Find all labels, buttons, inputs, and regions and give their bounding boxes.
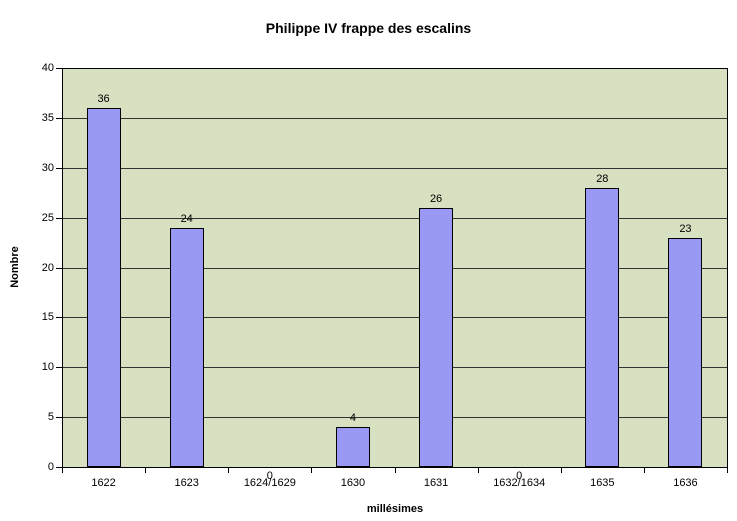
bar-1631 xyxy=(419,207,453,467)
bar-value-label: 0 xyxy=(266,470,273,482)
y-axis-tick-label: 40 xyxy=(41,62,54,74)
bar-value-label: 24 xyxy=(180,212,193,225)
bar-value-label: 4 xyxy=(349,412,356,425)
x-axis-tick xyxy=(727,468,728,473)
x-axis-tick xyxy=(228,468,229,473)
y-axis-tick xyxy=(56,367,62,369)
y-axis-tick xyxy=(56,68,62,69)
x-axis-category-label: 1622 xyxy=(91,477,116,489)
y-axis-tick xyxy=(56,317,62,319)
chart-title: Philippe IV frappe des escalins xyxy=(265,20,472,36)
x-axis-tick xyxy=(478,468,479,473)
y-axis-tick-label: 5 xyxy=(47,411,54,424)
y-axis-tick xyxy=(56,217,62,219)
x-axis-tick xyxy=(644,468,645,473)
bar-value-label: 36 xyxy=(97,92,110,105)
y-axis-tick-label: 25 xyxy=(41,211,54,224)
y-axis-title: Nombre xyxy=(9,246,21,288)
y-axis-tick xyxy=(56,117,62,119)
y-axis-tick xyxy=(56,167,62,169)
x-axis-category-label: 1631 xyxy=(423,477,449,489)
bar-value-label: 23 xyxy=(679,222,692,235)
x-axis-tick xyxy=(311,468,312,473)
gridline xyxy=(63,117,727,119)
x-axis-category-label: 1635 xyxy=(590,477,615,489)
x-axis-category-label: 1630 xyxy=(340,477,366,489)
y-axis-tick xyxy=(56,417,62,419)
y-axis-tick xyxy=(56,467,62,468)
x-axis-category-label: 1623 xyxy=(174,477,199,489)
bar-value-label: 28 xyxy=(596,172,609,185)
y-axis-tick xyxy=(56,267,62,269)
bar-1623 xyxy=(170,227,204,467)
y-axis-tick-label: 30 xyxy=(41,161,54,174)
y-axis-tick-label: 15 xyxy=(41,311,54,324)
bar-value-label: 0 xyxy=(516,470,523,482)
x-axis-tick xyxy=(395,468,396,473)
gridline xyxy=(63,317,727,319)
y-axis-tick-label: 10 xyxy=(41,361,54,374)
x-axis-category-label: 1624/1629 xyxy=(243,477,296,489)
y-axis-tick-label: 20 xyxy=(41,261,54,274)
x-axis-tick xyxy=(561,468,562,473)
bar-1630 xyxy=(336,427,370,467)
bar-1635 xyxy=(585,187,619,467)
gridline xyxy=(63,267,727,269)
gridline xyxy=(63,367,727,369)
y-axis-tick-label: 0 xyxy=(47,461,54,473)
x-axis-tick xyxy=(62,468,63,473)
x-axis-category-label: 1632/1634 xyxy=(493,477,546,489)
y-axis-tick-label: 35 xyxy=(41,111,54,124)
bar-1622 xyxy=(87,107,121,467)
gridline xyxy=(63,417,727,419)
gridline xyxy=(63,217,727,219)
x-axis-category-label: 1636 xyxy=(673,477,698,489)
x-axis-tick xyxy=(145,468,146,473)
gridline xyxy=(63,167,727,169)
bar-1636 xyxy=(668,237,702,467)
bar-value-label: 26 xyxy=(429,192,443,205)
x-axis-title: millésimes xyxy=(366,503,424,515)
